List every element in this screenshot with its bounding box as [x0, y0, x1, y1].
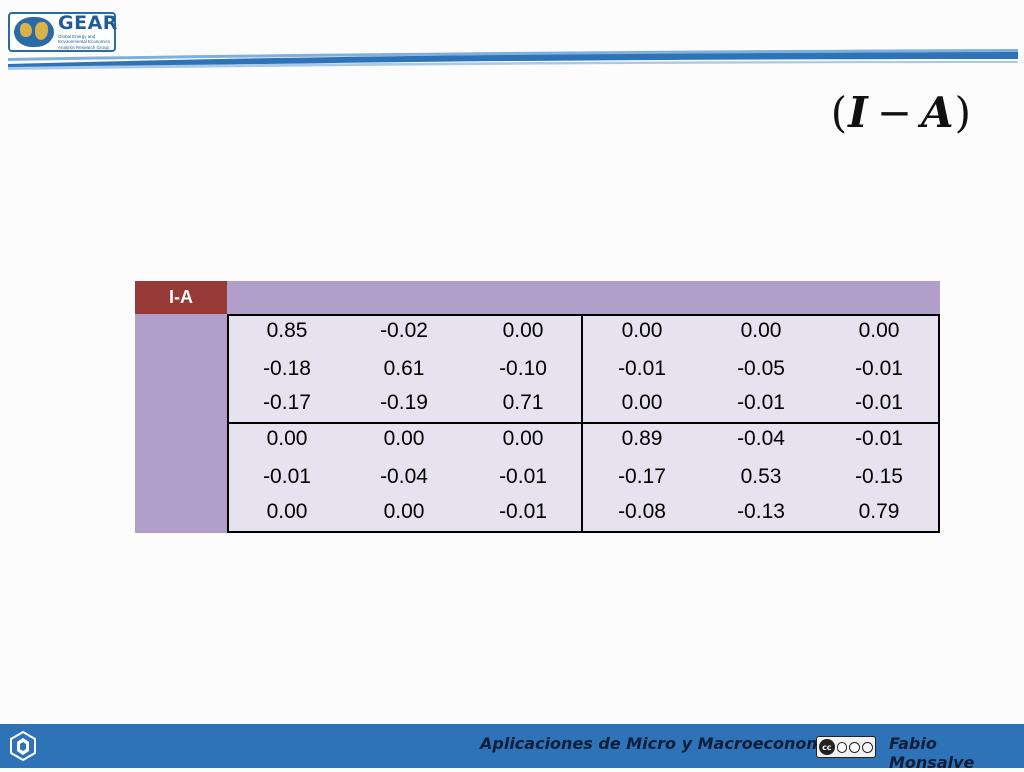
- slide-title: (I − A): [830, 88, 972, 137]
- matrix-cell: 0.00: [383, 427, 425, 450]
- globe-icon: [14, 17, 54, 47]
- matrix-cell: -0.01: [855, 357, 903, 380]
- matrix-cell: 0.00: [266, 427, 308, 450]
- sa-icon: [862, 741, 874, 753]
- creative-commons-icon: cc: [816, 736, 876, 758]
- matrix-cell: -0.13: [737, 500, 785, 523]
- matrix-cell: -0.02: [380, 319, 428, 342]
- gear-logo: GEAR Global Energy and Environmental Eco…: [8, 12, 118, 52]
- by-icon: [836, 741, 848, 753]
- matrix-cell: 0.00: [502, 427, 544, 450]
- matrix-cell: 0.00: [858, 319, 900, 342]
- logo-word: GEAR: [58, 12, 118, 35]
- footer-author: Fabio Monsalve: [889, 734, 975, 772]
- matrix-cell: 0.89: [621, 427, 663, 450]
- matrix-cell: 0.53: [740, 465, 782, 488]
- matrix-cell: -0.05: [737, 357, 785, 380]
- matrix-cell: -0.01: [618, 357, 666, 380]
- nc-icon: [849, 741, 861, 753]
- matrix-cell: -0.01: [855, 427, 903, 450]
- matrix-cell: -0.17: [263, 391, 311, 414]
- matrix-cell: 0.85: [266, 319, 308, 342]
- matrix-block-top-right: [581, 314, 940, 424]
- matrix-cell: 0.71: [502, 391, 544, 414]
- university-emblem-icon: [10, 730, 36, 762]
- logo-text: GEAR Global Energy and Environmental Eco…: [58, 14, 118, 50]
- matrix-cell: 0.00: [740, 319, 782, 342]
- cc-icon: cc: [819, 739, 835, 755]
- matrix-cell: -0.17: [618, 465, 666, 488]
- matrix-cell: -0.04: [380, 465, 428, 488]
- matrix-cell: -0.01: [263, 465, 311, 488]
- matrix-cell: -0.10: [499, 357, 547, 380]
- matrix-cell: -0.01: [855, 391, 903, 414]
- matrix-block-top-left: [227, 314, 583, 424]
- matrix-cell: -0.15: [855, 465, 903, 488]
- matrix-cell: -0.01: [499, 500, 547, 523]
- matrix-cell: -0.01: [499, 465, 547, 488]
- matrix-cell: -0.01: [737, 391, 785, 414]
- matrix-cell: 0.00: [621, 391, 663, 414]
- matrix-label: I-A: [135, 281, 227, 314]
- footer-course-title: Aplicaciones de Micro y Macroeconomía: [480, 734, 840, 753]
- matrix-grid: 0.85 -0.02 0.00 0.00 0.00 0.00 -0.18 0.61 -0.10 -…: [227, 314, 940, 533]
- matrix-cell: 0.00: [621, 319, 663, 342]
- matrix-cell: -0.18: [263, 357, 311, 380]
- matrix-cell: -0.19: [380, 391, 428, 414]
- logo-subtitle: Global Energy and Environmental Economic…: [58, 34, 111, 50]
- matrix-block-bottom-left: [227, 422, 583, 533]
- matrix-block-bottom-right: [581, 422, 940, 533]
- matrix-cell: -0.08: [618, 500, 666, 523]
- matrix-cell: -0.04: [737, 427, 785, 450]
- header-swoosh: [8, 49, 1018, 70]
- matrix-cell: 0.00: [383, 500, 425, 523]
- footer-bar: Aplicaciones de Micro y Macroeconomía cc…: [0, 724, 1024, 772]
- matrix-cell: 0.61: [383, 357, 425, 380]
- matrix-cell: 0.00: [502, 319, 544, 342]
- matrix-cell: 0.79: [858, 500, 900, 523]
- matrix-cell: 0.00: [266, 500, 308, 523]
- matrix-table: I-A 0.85 -0.02 0.00 0.00 0.00 0.00 -0.18 0.61 -0…: [135, 281, 940, 533]
